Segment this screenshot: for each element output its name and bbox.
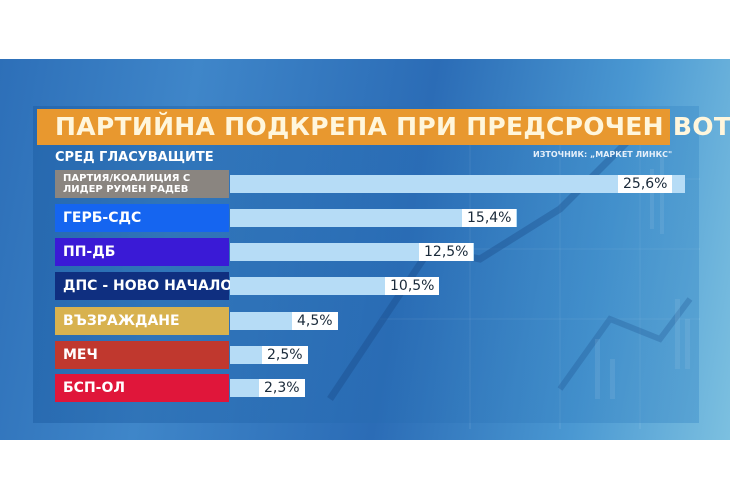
party-label: БСП-ОЛ (55, 374, 229, 402)
party-label: МЕЧ (55, 341, 229, 369)
party-label: ПАРТИЯ/КОАЛИЦИЯ С ЛИДЕР РУМЕН РАДЕВ (55, 170, 229, 198)
bar (230, 175, 685, 193)
bar (230, 209, 517, 227)
value-label: 2,5% (262, 346, 308, 364)
value-label: 10,5% (385, 277, 440, 295)
party-label: ВЪЗРАЖДАНЕ (55, 307, 229, 335)
party-label: ДПС - НОВО НАЧАЛО (55, 272, 232, 300)
bar (230, 243, 474, 261)
party-label: ПП-ДБ (55, 238, 229, 266)
value-label: 15,4% (462, 209, 517, 227)
chart-title: ПАРТИЙНА ПОДКРЕПА ПРИ ПРЕДСРОЧЕН ВОТ (37, 109, 730, 145)
value-label: 12,5% (419, 243, 474, 261)
value-label: 2,3% (259, 379, 305, 397)
party-label: ГЕРБ-СДС (55, 204, 229, 232)
source-note: ИЗТОЧНИК: „МАРКЕТ ЛИНКС" (533, 150, 673, 159)
bar (230, 277, 430, 295)
value-label: 4,5% (292, 312, 338, 330)
chart-subtitle: СРЕД ГЛАСУВАЩИТЕ (55, 150, 214, 165)
value-label: 25,6% (618, 175, 673, 193)
